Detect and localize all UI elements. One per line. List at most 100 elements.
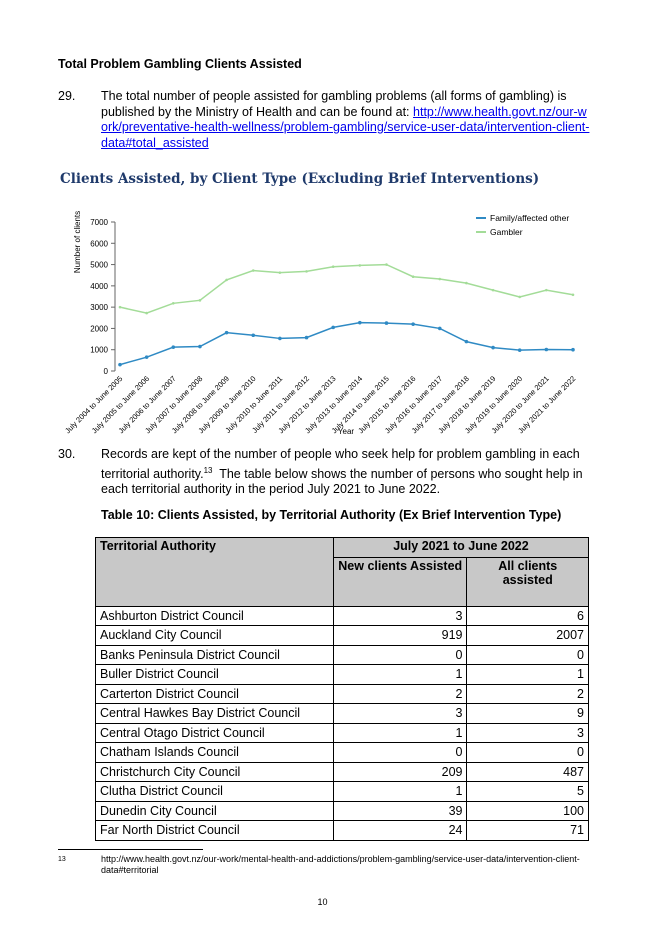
table-row: Auckland City Council 919 2007 xyxy=(95,625,589,646)
table: Territorial Authority July 2021 to June … xyxy=(95,537,590,841)
chart: 0 1000 2000 3000 4000 5000 6000 7000 Number of c… xyxy=(63,211,577,436)
footnote-text: http://www.health.govt.nz/our-work/menta… xyxy=(101,854,580,875)
header-cell: Territorial Authority xyxy=(95,537,334,607)
table-cell: 0 xyxy=(466,742,589,763)
data-point xyxy=(304,335,309,340)
table-cell: 1 xyxy=(466,664,589,685)
data-point xyxy=(145,311,148,315)
table-cell: 2007 xyxy=(466,625,589,646)
table-cell: Central Otago District Council xyxy=(95,722,334,743)
data-point xyxy=(385,263,388,266)
data-point xyxy=(171,345,176,349)
table-cell: 5 xyxy=(466,781,589,802)
table-cell: 6 xyxy=(466,605,589,626)
table-cell: 1 xyxy=(332,664,468,685)
y-tick-label: 6000 xyxy=(90,239,108,248)
data-point xyxy=(437,326,442,331)
y-axis-label: Number of clients xyxy=(73,211,82,273)
para-text: The table below shows the number of pers… xyxy=(101,466,587,497)
series-line xyxy=(119,321,574,366)
data-point xyxy=(465,281,468,285)
table-title: Table 10: Clients Assisted, by Territori… xyxy=(101,508,562,522)
table-cell: Ashburton District Council xyxy=(95,605,334,626)
table-row: Clutha District Council 1 5 xyxy=(95,781,589,802)
table-row: Christchurch City Council 209 487 xyxy=(95,761,589,782)
table-cell: 9 xyxy=(466,703,589,724)
table-cell: Central Hawkes Bay District Council xyxy=(95,703,334,724)
table-cell: 0 xyxy=(466,644,589,665)
table-row: Buller District Council 1 1 xyxy=(95,664,589,685)
table-cell: 71 xyxy=(466,820,589,841)
data-point xyxy=(384,321,389,325)
data-point xyxy=(491,288,495,292)
data-point xyxy=(464,339,469,344)
table-cell: 0 xyxy=(332,644,468,665)
data-point xyxy=(331,325,335,330)
data-point xyxy=(171,302,175,305)
para-text: Records are kept of the number of people… xyxy=(101,447,580,481)
footnote-number: 13 xyxy=(58,856,66,863)
table-cell: Christchurch City Council xyxy=(95,761,334,782)
table-cell: 919 xyxy=(332,625,468,646)
table-cell: 1 xyxy=(332,781,468,802)
table-row: Chatham Islands Council 0 0 xyxy=(95,742,589,763)
data-point xyxy=(198,299,202,302)
y-tick-label: 1000 xyxy=(90,346,108,355)
data-point xyxy=(571,347,575,352)
legend-label: Family/affected other xyxy=(490,213,569,223)
table-cell: 487 xyxy=(466,761,589,782)
header-cell: July 2021 to June 2022 xyxy=(332,537,590,558)
footnote-ref: 13 xyxy=(203,465,213,475)
data-point xyxy=(491,345,495,350)
data-point xyxy=(358,320,362,325)
legend-label: Gambler xyxy=(490,227,523,237)
data-point xyxy=(331,265,335,268)
table-cell: 0 xyxy=(332,742,468,763)
table-cell: 1 xyxy=(332,722,468,743)
data-point xyxy=(438,277,442,281)
link[interactable]: http://www.health.govt.nz/our-work/preve… xyxy=(101,104,590,150)
data-point xyxy=(224,330,229,335)
y-tick-label: 3000 xyxy=(90,303,108,312)
header-cell: New clients Assisted xyxy=(332,556,468,607)
paragraph: The total number of people assisted for … xyxy=(101,89,591,151)
table-cell: Carterton District Council xyxy=(95,683,334,704)
table-row: Ashburton District Council 3 6 xyxy=(95,605,589,626)
data-point xyxy=(278,271,282,274)
paragraph: Records are kept of the number of people… xyxy=(101,447,591,498)
data-point xyxy=(571,293,575,297)
header-cell: All clients assisted xyxy=(466,556,589,607)
para-text: The total number of people assisted for … xyxy=(101,89,567,119)
chart-title: Clients Assisted, by Client Type (Exclud… xyxy=(60,171,540,187)
x-axis-label: Year xyxy=(338,427,355,436)
table-cell: Buller District Council xyxy=(95,664,334,685)
y-tick-label: 7000 xyxy=(90,218,108,227)
data-point xyxy=(518,295,522,299)
table-cell: Far North District Council xyxy=(95,820,334,841)
table-row: Far North District Council 24 71 xyxy=(95,820,589,841)
table-cell: 3 xyxy=(466,722,589,743)
para-number: 29. xyxy=(58,89,76,103)
table-cell: Clutha District Council xyxy=(95,781,334,802)
data-point xyxy=(517,348,522,352)
table-row: Carterton District Council 2 2 xyxy=(95,683,589,704)
data-point xyxy=(411,275,415,279)
heading: Total Problem Gambling Clients Assisted xyxy=(58,57,302,71)
data-point xyxy=(544,347,549,352)
table-row: Dunedin City Council 39 100 xyxy=(95,800,589,821)
data-point xyxy=(358,264,362,267)
data-point xyxy=(118,305,122,309)
y-tick-label: 0 xyxy=(104,367,109,376)
data-point xyxy=(545,288,548,292)
table-cell: Dunedin City Council xyxy=(95,800,334,821)
table-cell: 2 xyxy=(332,683,468,704)
table-cell: 100 xyxy=(466,800,589,821)
table-cell: Auckland City Council xyxy=(95,625,334,646)
table-cell: 3 xyxy=(332,605,468,626)
table-cell: 209 xyxy=(332,761,468,782)
data-point xyxy=(144,355,149,359)
data-point xyxy=(411,322,415,326)
table-cell: 24 xyxy=(332,820,468,841)
data-point xyxy=(118,362,122,367)
